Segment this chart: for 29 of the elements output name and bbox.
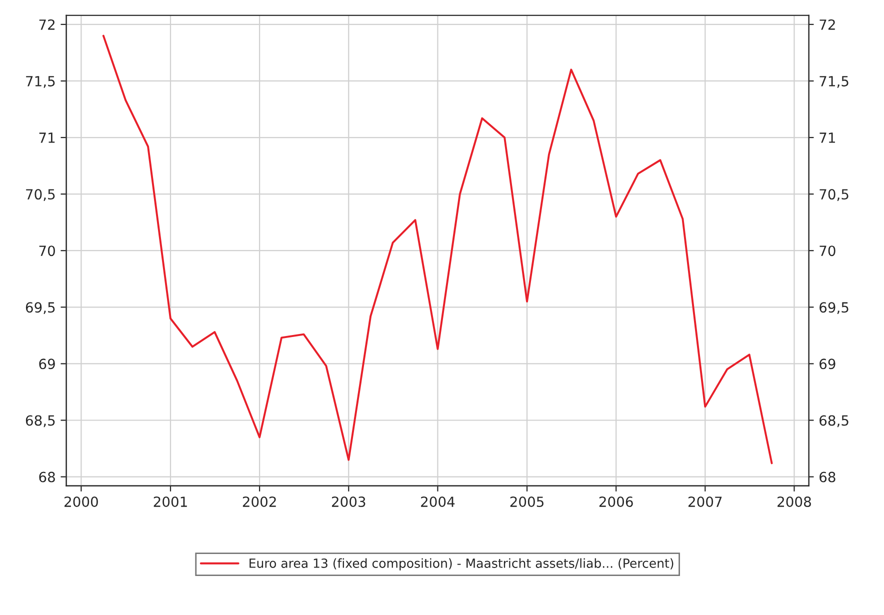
y-tick-label: 68 — [39, 472, 55, 482]
legend-label: Euro area 13 (fixed composition) - Maastricht assets/liab... (Percent) — [250, 558, 674, 570]
x-tick-label: 2007 — [688, 496, 722, 508]
y2-tick-label: 69,5 — [820, 302, 848, 314]
y-tick-label: 71,5 — [26, 76, 55, 88]
x-tick-label: 2006 — [599, 496, 633, 508]
y-tick-label: 72 — [39, 19, 54, 30]
y-tick-label: 69 — [39, 358, 55, 370]
line-series — [102, 34, 773, 464]
x-tick-label: 2003 — [332, 496, 366, 508]
y2-tick-label: 68 — [820, 472, 836, 482]
y2-tick-label: 71 — [820, 132, 835, 143]
y-tick-label: 71 — [39, 132, 55, 143]
y-tick-label: 68,5 — [26, 415, 55, 428]
x-tick-label: 2000 — [64, 496, 98, 508]
y2-tick-label: 71,5 — [820, 76, 848, 88]
x-tick-label: 2005 — [510, 496, 544, 508]
x-tick-label: 2004 — [421, 496, 455, 508]
y2-tick-label: 70 — [820, 246, 836, 256]
y-tick-label: 70,5 — [26, 189, 55, 201]
x-tick-label: 2008 — [778, 496, 811, 508]
y2-tick-label: 68,5 — [820, 415, 848, 428]
y2-tick-label: 70,5 — [820, 189, 848, 201]
x-tick-label: 2001 — [154, 496, 187, 508]
y-tick-label: 70 — [39, 246, 55, 256]
x-tick-label: 2002 — [242, 496, 276, 508]
y-tick-label: 69,5 — [26, 302, 55, 314]
y2-tick-label: 72 — [820, 19, 835, 30]
y2-tick-label: 69 — [820, 358, 836, 370]
